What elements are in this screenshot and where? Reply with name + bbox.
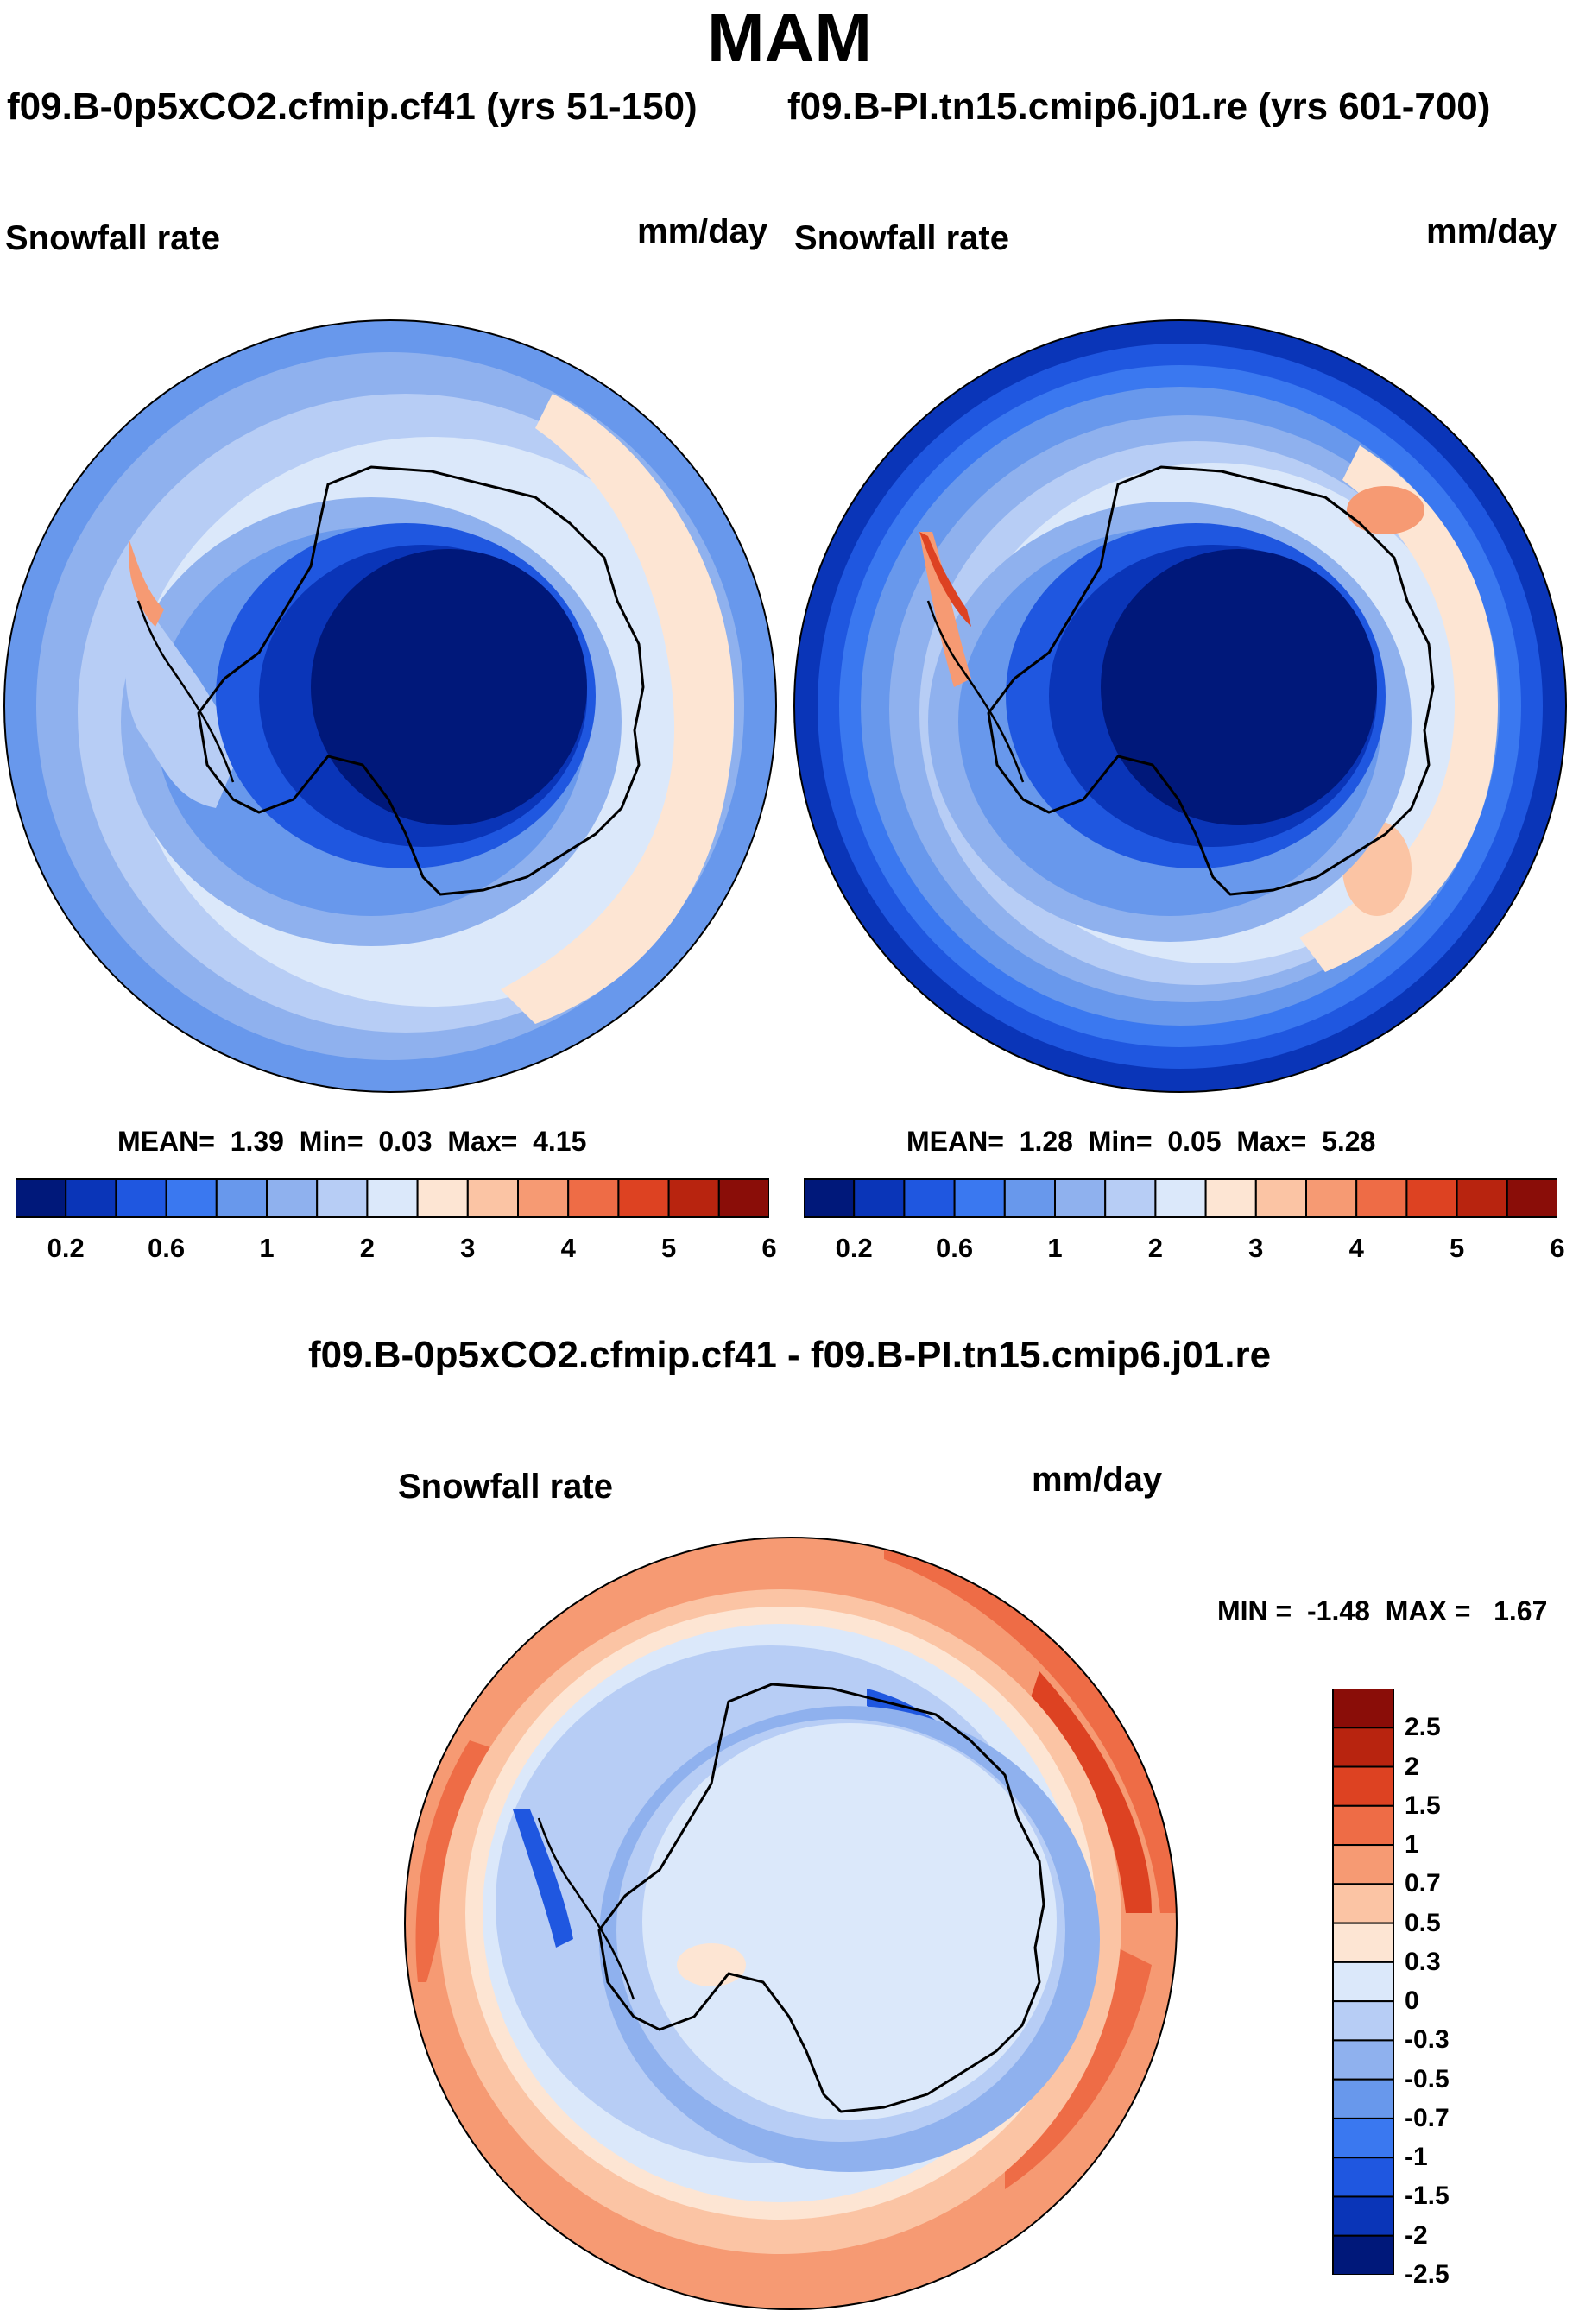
colorbar-right-swatch bbox=[1003, 1178, 1057, 1218]
colorbar-left-tick-label: 0.6 bbox=[148, 1233, 186, 1263]
colorbar-right-swatch bbox=[1506, 1178, 1557, 1218]
colorbar-right-swatch bbox=[804, 1178, 856, 1218]
colorbar-diff-swatch bbox=[1332, 1689, 1394, 1729]
colorbar-diff-swatch bbox=[1332, 1922, 1394, 1963]
colorbar-diff-swatch bbox=[1332, 2117, 1394, 2159]
colorbar-right-tick-label: 1 bbox=[1047, 1233, 1063, 1263]
stats-diff: MIN = -1.48 MAX = 1.67 bbox=[1217, 1595, 1548, 1626]
colorbar-left-swatch bbox=[517, 1178, 570, 1218]
colorbar-left-swatch bbox=[567, 1178, 620, 1218]
colorbar-left-tick-label: 3 bbox=[460, 1233, 476, 1263]
variable-label-diff: Snowfall rate bbox=[398, 1468, 613, 1506]
colorbar-left-tick-label: 0.2 bbox=[47, 1233, 85, 1263]
colorbar-right-tick-label: 5 bbox=[1449, 1233, 1465, 1263]
colorbar-right-tick-label: 4 bbox=[1348, 1233, 1364, 1263]
colorbar-right-swatch bbox=[1204, 1178, 1257, 1218]
colorbar-left-swatch bbox=[65, 1178, 117, 1218]
colorbar-left-swatch bbox=[165, 1178, 218, 1218]
colorbar-diff-swatch bbox=[1332, 2000, 1394, 2042]
colorbar-diff bbox=[1332, 1689, 1394, 2275]
colorbar-left-tick-label: 5 bbox=[660, 1233, 677, 1263]
colorbar-left-swatch bbox=[717, 1178, 769, 1218]
snowfall-map-left bbox=[3, 319, 777, 1093]
colorbar-diff-tick-label: 0.3 bbox=[1405, 1947, 1441, 1976]
colorbar-right-tick-label: 3 bbox=[1248, 1233, 1264, 1263]
colorbar-left-swatch bbox=[617, 1178, 670, 1218]
colorbar-diff-swatch bbox=[1332, 1961, 1394, 2003]
colorbar-diff-tick-label: 0.5 bbox=[1405, 1908, 1441, 1937]
variable-label-right: Snowfall rate bbox=[794, 219, 1009, 257]
colorbar-right-tick-label: 0.6 bbox=[936, 1233, 974, 1263]
colorbar-diff-swatch bbox=[1332, 2078, 1394, 2119]
colorbar-diff-tick-label: -0.7 bbox=[1405, 2103, 1450, 2132]
colorbar-right-swatch bbox=[1305, 1178, 1358, 1218]
units-label-diff: mm/day bbox=[1032, 1461, 1163, 1499]
case-title-right: f09.B-PI.tn15.cmip6.j01.re (yrs 601-700) bbox=[787, 85, 1491, 128]
colorbar-left-swatch bbox=[115, 1178, 167, 1218]
snowfall-difference-map bbox=[404, 1537, 1178, 2310]
colorbar-left-tick-label: 2 bbox=[359, 1233, 376, 1263]
colorbar-right-swatch bbox=[1104, 1178, 1157, 1218]
colorbar-left-swatch bbox=[416, 1178, 469, 1218]
colorbar-diff-tick-label: 0.7 bbox=[1405, 1869, 1441, 1898]
colorbar-left bbox=[16, 1178, 769, 1218]
colorbar-right-swatch bbox=[853, 1178, 906, 1218]
colorbar-right-swatch bbox=[1254, 1178, 1307, 1218]
colorbar-right-swatch bbox=[1054, 1178, 1107, 1218]
colorbar-diff-tick-label: 1.5 bbox=[1405, 1790, 1441, 1820]
colorbar-diff-swatch bbox=[1332, 1883, 1394, 1924]
colorbar-diff-tick-label: -1.5 bbox=[1405, 2182, 1450, 2211]
colorbar-right-swatch bbox=[1405, 1178, 1458, 1218]
colorbar-diff-swatch bbox=[1332, 2157, 1394, 2198]
colorbar-right-tick-label: 2 bbox=[1147, 1233, 1164, 1263]
colorbar-right-swatch bbox=[1456, 1178, 1508, 1218]
colorbar-right bbox=[804, 1178, 1557, 1218]
colorbar-diff-tick-label: 1 bbox=[1405, 1830, 1419, 1860]
colorbar-right-swatch bbox=[903, 1178, 956, 1218]
stats-left: MEAN= 1.39 Min= 0.03 Max= 4.15 bbox=[117, 1126, 587, 1157]
colorbar-diff-swatch bbox=[1332, 2039, 1394, 2081]
colorbar-right-swatch bbox=[1355, 1178, 1408, 1218]
colorbar-diff-tick-label: 2.5 bbox=[1405, 1713, 1441, 1742]
colorbar-right-swatch bbox=[953, 1178, 1006, 1218]
colorbar-diff-swatch bbox=[1332, 2195, 1394, 2237]
colorbar-diff-tick-label: -1 bbox=[1405, 2143, 1428, 2172]
colorbar-left-swatch bbox=[366, 1178, 419, 1218]
variable-label-left: Snowfall rate bbox=[5, 219, 220, 257]
colorbar-left-swatch bbox=[316, 1178, 369, 1218]
colorbar-diff-swatch bbox=[1332, 2234, 1394, 2275]
snowfall-map-right bbox=[793, 319, 1567, 1093]
colorbar-left-swatch bbox=[466, 1178, 519, 1218]
colorbar-diff-tick-label: -0.3 bbox=[1405, 2025, 1450, 2055]
season-title: MAM bbox=[706, 0, 873, 76]
colorbar-diff-tick-label: -2.5 bbox=[1405, 2260, 1450, 2289]
colorbar-right-tick-label: 0.2 bbox=[835, 1233, 873, 1263]
colorbar-left-swatch bbox=[215, 1178, 268, 1218]
colorbar-diff-tick-label: -2 bbox=[1405, 2220, 1428, 2250]
units-label-left: mm/day bbox=[637, 212, 768, 250]
colorbar-left-tick-label: 6 bbox=[761, 1233, 777, 1263]
colorbar-left-swatch bbox=[667, 1178, 720, 1218]
difference-title: f09.B-0p5xCO2.cfmip.cf41 - f09.B-PI.tn15… bbox=[307, 1334, 1272, 1376]
colorbar-left-tick-label: 1 bbox=[259, 1233, 275, 1263]
colorbar-left-swatch bbox=[16, 1178, 67, 1218]
colorbar-left-tick-label: 4 bbox=[560, 1233, 576, 1263]
colorbar-diff-tick-label: 0 bbox=[1405, 1986, 1419, 2016]
colorbar-diff-tick-label: 2 bbox=[1405, 1752, 1419, 1781]
colorbar-diff-swatch bbox=[1332, 1727, 1394, 1768]
colorbar-left-swatch bbox=[266, 1178, 319, 1218]
colorbar-diff-swatch bbox=[1332, 1804, 1394, 1847]
colorbar-diff-swatch bbox=[1332, 1844, 1394, 1885]
colorbar-diff-tick-label: -0.5 bbox=[1405, 2064, 1450, 2093]
units-label-right: mm/day bbox=[1426, 212, 1557, 250]
colorbar-right-swatch bbox=[1154, 1178, 1207, 1218]
colorbar-diff-swatch bbox=[1332, 1765, 1394, 1807]
colorbar-right-tick-label: 6 bbox=[1550, 1233, 1565, 1263]
stats-right: MEAN= 1.28 Min= 0.05 Max= 5.28 bbox=[906, 1126, 1376, 1157]
case-title-left: f09.B-0p5xCO2.cfmip.cf41 (yrs 51-150) bbox=[7, 85, 698, 128]
